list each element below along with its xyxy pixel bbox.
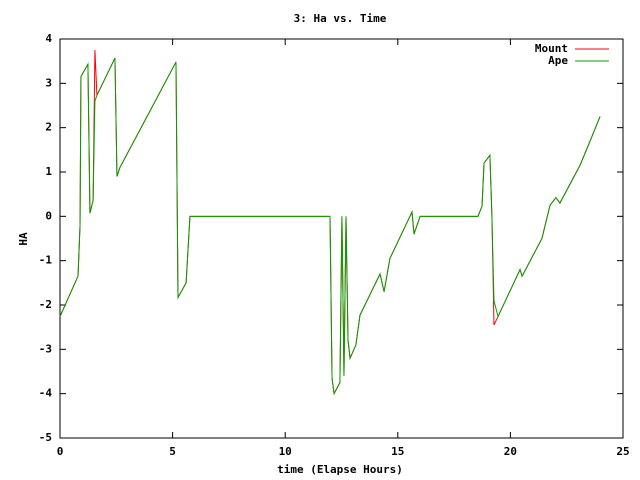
x-tick-label: 15 <box>391 445 404 458</box>
y-tick-label: -1 <box>39 254 53 267</box>
chart-title: 3: Ha vs. Time <box>294 12 387 25</box>
y-tick-label: 0 <box>45 209 52 222</box>
legend-label: Ape <box>548 54 568 67</box>
y-tick-label: -4 <box>39 387 53 400</box>
y-tick-label: 2 <box>45 121 52 134</box>
y-tick-label: -3 <box>39 342 52 355</box>
x-axis-label: time (Elapse Hours) <box>277 463 403 476</box>
x-tick-label: 5 <box>169 445 176 458</box>
x-tick-label: 20 <box>504 445 517 458</box>
x-tick-label: 10 <box>279 445 292 458</box>
y-tick-label: -5 <box>39 431 52 444</box>
y-tick-label: 3 <box>45 76 52 89</box>
x-tick-label: 0 <box>57 445 64 458</box>
series-line <box>59 57 601 396</box>
y-axis-label: HA <box>17 232 30 246</box>
legend-label: Mount <box>535 42 568 55</box>
y-tick-label: 4 <box>45 32 52 45</box>
x-tick-label: 25 <box>616 445 629 458</box>
y-tick-label: -2 <box>39 298 52 311</box>
plot-frame <box>59 38 624 439</box>
y-tick-label: 1 <box>45 165 52 178</box>
